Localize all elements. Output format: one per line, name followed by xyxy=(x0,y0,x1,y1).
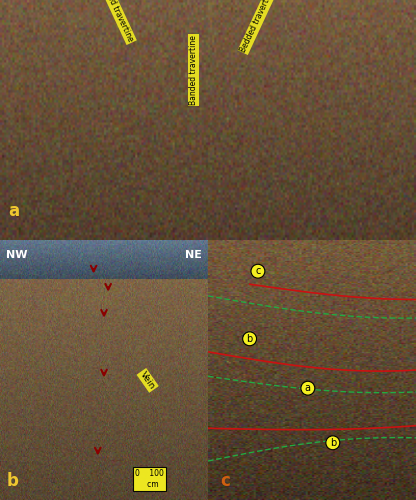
Text: NW: NW xyxy=(6,250,28,260)
Text: a: a xyxy=(305,383,311,393)
Text: 0    100
   cm: 0 100 cm xyxy=(135,470,164,489)
Text: c: c xyxy=(255,266,260,276)
Text: Vein: Vein xyxy=(139,370,157,391)
Text: b: b xyxy=(6,472,18,490)
Text: NE: NE xyxy=(185,250,202,260)
Text: b: b xyxy=(329,438,336,448)
Text: Banded travertine: Banded travertine xyxy=(189,35,198,105)
Text: a: a xyxy=(8,202,20,220)
Text: c: c xyxy=(220,472,230,490)
Text: Bedded travertine: Bedded travertine xyxy=(98,0,135,44)
Text: Bedded travertine: Bedded travertine xyxy=(239,0,277,54)
Text: b: b xyxy=(246,334,253,344)
